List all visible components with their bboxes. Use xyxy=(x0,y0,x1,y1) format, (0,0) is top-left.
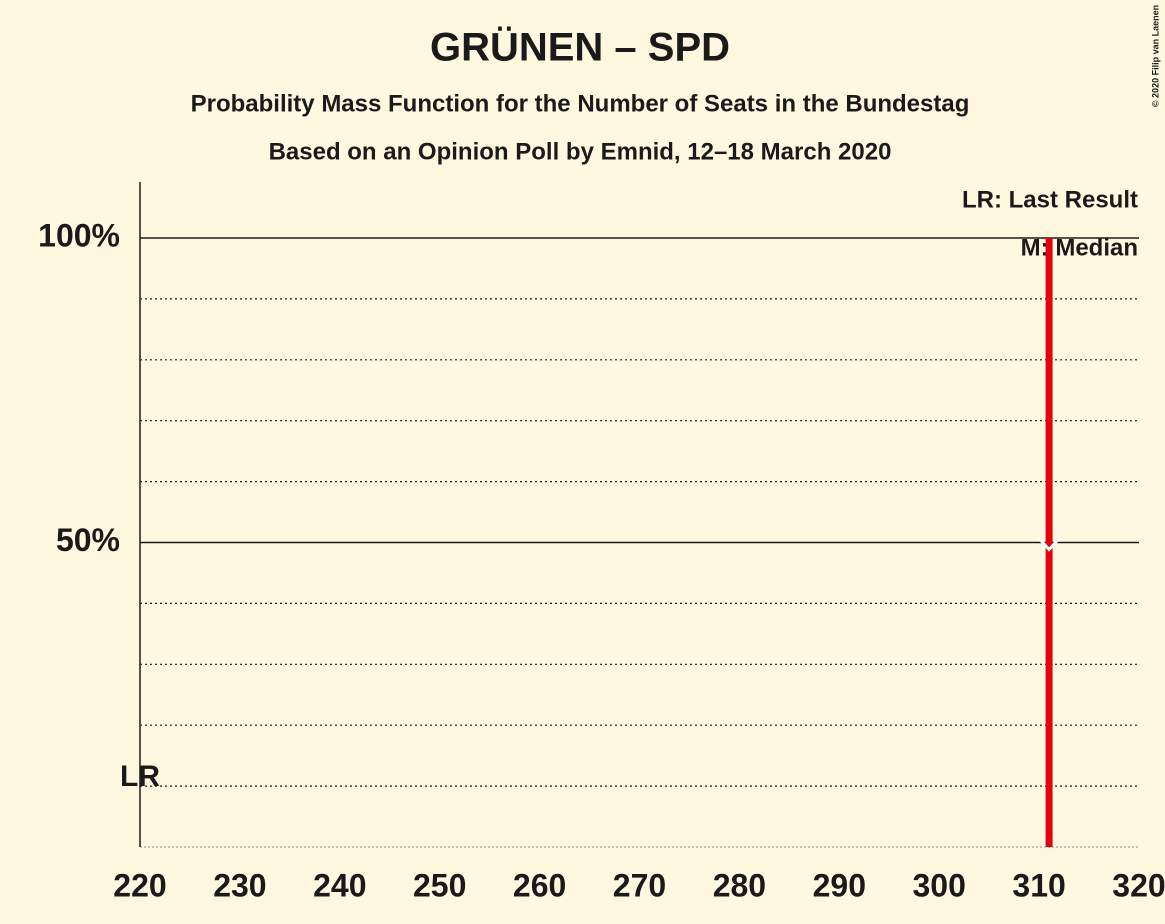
x-tick-label: 230 xyxy=(213,867,266,903)
x-tick-label: 260 xyxy=(513,867,566,903)
x-tick-label: 280 xyxy=(713,867,766,903)
y-tick-label: 50% xyxy=(56,522,120,558)
x-tick-label: 270 xyxy=(613,867,666,903)
x-tick-label: 310 xyxy=(1012,867,1065,903)
x-tick-label: 300 xyxy=(913,867,966,903)
copyright: © 2020 Filip van Laenen xyxy=(1150,5,1160,107)
legend-entry: LR: Last Result xyxy=(962,186,1138,213)
last-result-label: LR xyxy=(120,760,160,793)
chart-subtitle: Based on an Opinion Poll by Emnid, 12–18… xyxy=(269,138,892,165)
x-tick-label: 290 xyxy=(813,867,866,903)
median-marker xyxy=(1036,536,1062,552)
bar xyxy=(1045,238,1053,847)
x-tick-label: 250 xyxy=(413,867,466,903)
legend-entry: M: Median xyxy=(1021,234,1138,261)
y-tick-label: 100% xyxy=(38,217,120,253)
x-tick-label: 240 xyxy=(313,867,366,903)
x-tick-label: 220 xyxy=(113,867,166,903)
chart-title: GRÜNEN – SPD xyxy=(430,25,730,70)
chart-subtitle: Probability Mass Function for the Number… xyxy=(191,90,970,117)
x-tick-label: 320 xyxy=(1112,867,1165,903)
